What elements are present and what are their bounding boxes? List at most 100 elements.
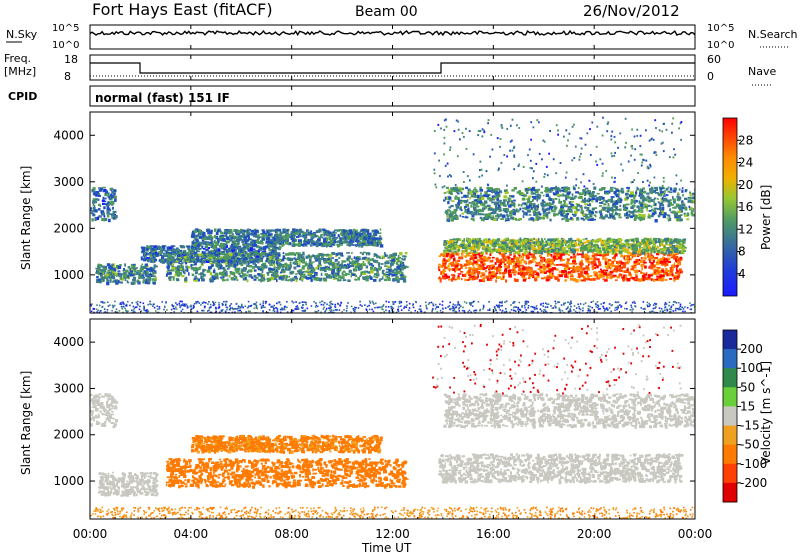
echo-cell (175, 267, 178, 271)
echo-cell (167, 264, 170, 267)
echo-cell (604, 257, 608, 259)
echo-cell (372, 232, 375, 236)
echo-cell (198, 236, 203, 239)
echo-cell (452, 261, 455, 264)
echo-cell (241, 240, 245, 243)
echo-cell (346, 244, 349, 246)
echo-cell (359, 229, 362, 232)
echo-cell (184, 279, 188, 283)
echo-cell (514, 263, 518, 266)
echo-cell (320, 272, 323, 276)
echo-cell (585, 257, 590, 261)
echo-cell (541, 247, 546, 251)
echo-cell (385, 254, 389, 257)
echo-cell (461, 241, 465, 244)
echo-cell (233, 275, 236, 278)
echo-cell (189, 260, 192, 263)
echo-cell (630, 265, 634, 268)
echo-cell (100, 188, 104, 190)
echo-cell (586, 277, 589, 281)
echo-cell (188, 260, 191, 263)
echo-cell (328, 262, 332, 265)
echo-cell (444, 254, 448, 257)
echo-cell (607, 250, 609, 253)
echo-cell (279, 243, 282, 245)
echo-cell (179, 258, 182, 261)
echo-cell (219, 235, 223, 237)
echo-cell (302, 251, 305, 255)
echo-cell (119, 273, 123, 277)
echo-cell (458, 256, 461, 260)
echo-cell (252, 235, 256, 238)
echo-cell (234, 256, 237, 260)
echo-cell (365, 278, 369, 282)
echo-cell (551, 275, 555, 278)
echo-cell (397, 256, 402, 259)
echo-cell (656, 259, 660, 262)
beam-label: Beam 00 (355, 4, 418, 20)
echo-cell (318, 242, 323, 246)
echo-cell (620, 242, 623, 246)
echo-cell (501, 247, 505, 251)
echo-cell (282, 268, 285, 271)
echo-cell (255, 236, 257, 238)
echo-cell (243, 262, 247, 265)
echo-cell (138, 276, 142, 280)
echo-cell (456, 250, 459, 254)
echo-cell (397, 263, 400, 266)
echo-cell (168, 264, 171, 267)
echo-cell (330, 232, 333, 235)
echo-cell (361, 252, 364, 256)
echo-cell (459, 238, 462, 242)
echo-cell (203, 248, 206, 250)
echo-cell (168, 249, 172, 251)
echo-cell (518, 267, 522, 271)
echo-cell (675, 268, 678, 271)
echo-cell (259, 257, 263, 261)
echo-cell (179, 249, 183, 253)
echo-cell (571, 270, 575, 273)
echo-cell (95, 198, 98, 200)
echo-cell (443, 258, 446, 260)
echo-cell (301, 267, 305, 270)
echo-cell (330, 240, 333, 242)
echo-cell (111, 271, 116, 275)
echo-cell (556, 268, 559, 271)
echo-cell (231, 241, 235, 244)
echo-cell (652, 237, 657, 242)
echo-cell (339, 252, 343, 255)
echo-cell (221, 243, 226, 247)
echo-cell (208, 230, 212, 234)
echo-cell (649, 260, 651, 263)
echo-cell (438, 255, 442, 257)
echo-cell (311, 276, 314, 279)
echo-cell (395, 274, 398, 278)
echo-cell (599, 250, 602, 253)
echo-cell (218, 252, 221, 255)
echo-cell (478, 242, 481, 245)
echo-cell (500, 261, 505, 263)
echo-cell (212, 245, 216, 250)
echo-cell (565, 272, 568, 276)
echo-cell (143, 254, 147, 258)
echo-cell (502, 276, 505, 279)
echo-cell (176, 258, 180, 262)
echo-cell (544, 248, 546, 251)
echo-cell (402, 266, 406, 270)
echo-cell (182, 266, 184, 269)
echo-cell (591, 245, 594, 248)
echo-cell (333, 242, 336, 246)
echo-cell (552, 257, 556, 261)
echo-cell (353, 228, 356, 232)
echo-cell (637, 242, 640, 246)
echo-cell (450, 247, 454, 251)
echo-cell (174, 273, 177, 277)
echo-cell (208, 243, 212, 246)
echo-cell (328, 244, 331, 246)
echo-cell (629, 245, 632, 247)
echo-cell (612, 257, 616, 259)
echo-cell (184, 261, 188, 265)
echo-cell (641, 251, 646, 255)
echo-cell (112, 210, 117, 214)
echo-cell (539, 259, 543, 262)
